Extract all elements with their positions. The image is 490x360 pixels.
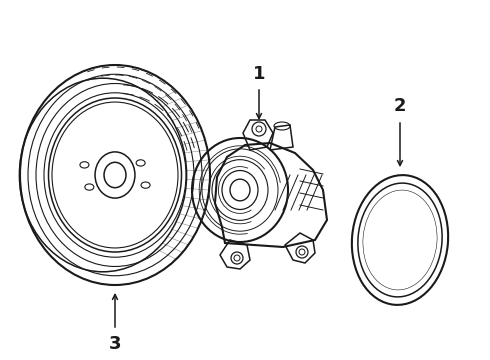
Text: 1: 1 [253, 65, 265, 83]
Text: 3: 3 [109, 335, 121, 353]
Text: 2: 2 [394, 97, 406, 115]
